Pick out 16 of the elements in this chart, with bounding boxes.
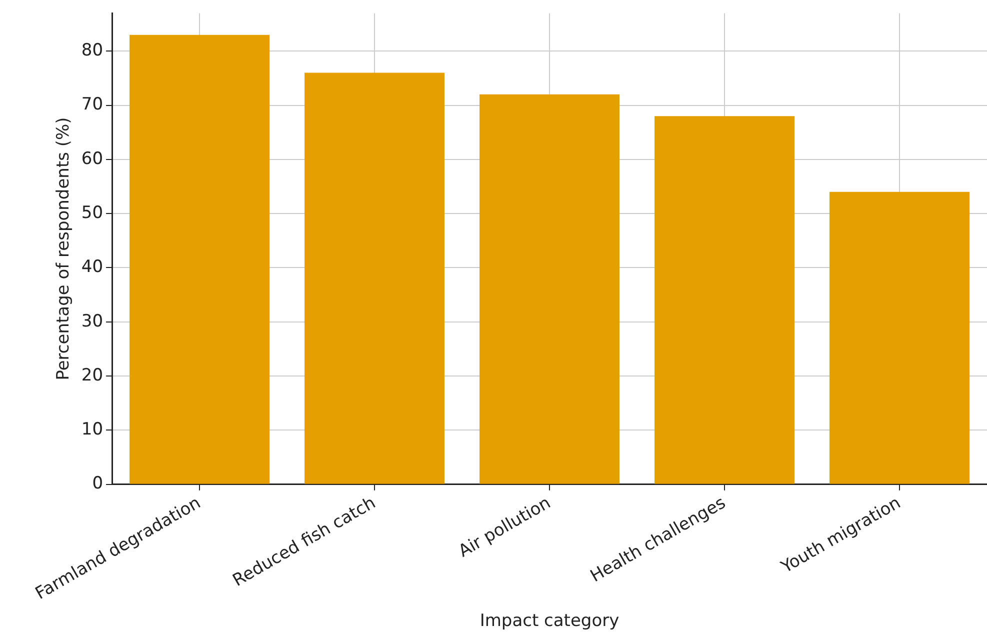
y-tick-label: 10 <box>81 420 104 440</box>
y-tick-label: 60 <box>81 148 104 169</box>
y-tick-label: 20 <box>81 365 104 386</box>
y-tick-label: 80 <box>81 40 104 61</box>
y-tick-label: 0 <box>92 474 104 494</box>
y-axis-title: Percentage of respondents (%) <box>54 117 74 380</box>
y-tick-label: 40 <box>81 257 104 278</box>
bar <box>830 192 970 484</box>
y-tick-label: 70 <box>81 94 104 115</box>
bar <box>130 34 270 484</box>
x-axis-title: Impact category <box>480 611 620 632</box>
bar <box>654 116 795 484</box>
y-tick-label: 50 <box>81 202 104 223</box>
bar <box>304 72 445 484</box>
y-tick-label: 30 <box>81 311 104 332</box>
bar <box>480 94 620 484</box>
